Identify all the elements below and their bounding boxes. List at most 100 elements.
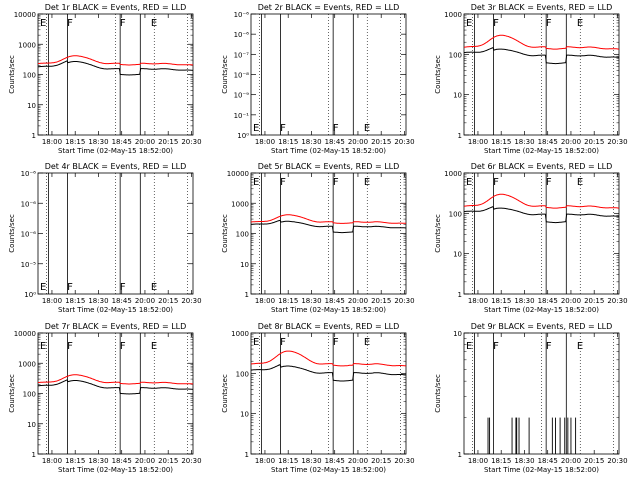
- panel-7-ytick-label: 1: [32, 451, 36, 459]
- panel-3-ytick-label: 10: [453, 92, 462, 100]
- panel-9-ytick-label: 10: [453, 330, 462, 338]
- panel-3-marker-f: F: [493, 18, 499, 29]
- panel-1-title: Det 1r BLACK = Events, RED = LLD: [45, 3, 187, 12]
- panel-3-marker-f: F: [546, 18, 552, 29]
- panel-2-xtick-label: 18:45: [325, 138, 345, 146]
- panel-2-ytick-label: 10⁻⁸: [234, 72, 250, 80]
- panel-7-series-events: [37, 379, 194, 395]
- panel-9-ylabel: Counts/sec: [434, 374, 442, 413]
- panel-5-xlabel: Start Time (02-May-15 18:52:00): [271, 306, 386, 314]
- panel-1-series-lld: [38, 55, 194, 66]
- panel-8-ytick-label: 10: [240, 411, 249, 419]
- panel-2-xtick-label: 18:00: [255, 138, 275, 146]
- panel-1-xtick-label: 20:30: [181, 138, 201, 146]
- panel-6-ytick-label: 1: [458, 291, 462, 299]
- panel-5-xtick-label: 18:00: [255, 297, 275, 305]
- panel-2-marker-f: F: [280, 123, 286, 134]
- panel-9-ytick-label: 1: [458, 451, 462, 459]
- panel-4-marker-f: F: [120, 282, 126, 293]
- panel-3-xtick-label: 20:00: [561, 138, 581, 146]
- panel-8-marker-f: F: [333, 337, 339, 348]
- panel-6-xtick-label: 18:30: [514, 297, 534, 305]
- panel-3-marker-e: E: [466, 18, 472, 29]
- panel-3-xtick-label: 18:15: [491, 138, 511, 146]
- panel-7-xtick-label: 20:00: [135, 457, 155, 465]
- panel-2-xtick-label: 18:30: [301, 138, 321, 146]
- panel-1-ytick-label: 1000: [18, 41, 36, 49]
- panel-6-xtick-label: 18:45: [538, 297, 558, 305]
- panel-7-ylabel: Counts/sec: [8, 374, 16, 413]
- panel-1-ytick-label: 100: [23, 72, 36, 80]
- panel-3-series-events: [463, 46, 620, 65]
- panel-2-ytick-label: 10⁻⁶: [234, 11, 250, 19]
- panel-7-xtick-label: 18:30: [88, 457, 108, 465]
- panel-1-marker-f: F: [120, 18, 126, 29]
- panel-4-ytick-label: 10⁻⁶: [21, 200, 37, 208]
- panel-6-marker-f: F: [546, 177, 552, 188]
- panel-6-xtick-label: 20:30: [607, 297, 627, 305]
- panel-8-marker-e: E: [253, 337, 259, 348]
- panel-8-xtick-label: 18:00: [255, 457, 275, 465]
- panel-9-xtick-label: 18:15: [491, 457, 511, 465]
- panel-6-ytick-label: 100: [449, 210, 462, 218]
- panel-6-marker-e: E: [577, 177, 583, 188]
- panel-7-title: Det 7r BLACK = Events, RED = LLD: [45, 322, 187, 331]
- panel-2-ytick-label: 10⁻¹: [234, 112, 250, 120]
- panel-8-ytick-label: 1000: [231, 330, 249, 338]
- panel-5-marker-e: E: [253, 177, 259, 188]
- panel-7-marker-f: F: [67, 341, 73, 352]
- panel-4-xtick-label: 18:00: [42, 297, 62, 305]
- panel-6-xtick-label: 20:15: [584, 297, 604, 305]
- panel-4-title: Det 4r BLACK = Events, RED = LLD: [45, 162, 187, 171]
- panel-5-xtick-label: 18:15: [278, 297, 298, 305]
- panel-3-xtick-label: 20:15: [584, 138, 604, 146]
- panel-2-xtick-label: 18:15: [278, 138, 298, 146]
- panel-1-xtick-label: 20:15: [158, 138, 178, 146]
- panel-2-marker-e: E: [364, 123, 370, 134]
- panel-1-ytick-label: 1: [32, 132, 36, 140]
- panel-1-ytick-label: 10: [27, 102, 36, 110]
- panel-1-xlabel: Start Time (02-May-15 18:52:00): [58, 147, 173, 155]
- panel-8-xtick-label: 18:30: [301, 457, 321, 465]
- panel-8-xtick-label: 20:30: [394, 457, 414, 465]
- panel-1-ylabel: Counts/sec: [8, 55, 16, 94]
- panel-3-title: Det 3r BLACK = Events, RED = LLD: [471, 3, 613, 12]
- panel-1-xtick-label: 18:15: [65, 138, 85, 146]
- panel-6-marker-e: E: [466, 177, 472, 188]
- panel-8-series-events: [250, 363, 407, 382]
- panel-2-ytick-label: 10⁻⁶: [234, 31, 250, 39]
- panel-4-ylabel: Counts/sec: [8, 214, 16, 253]
- panel-5-marker-f: F: [280, 177, 286, 188]
- panel-5-ylabel: Counts/sec: [221, 214, 229, 253]
- panel-5-title: Det 5r BLACK = Events, RED = LLD: [258, 162, 400, 171]
- panel-9-xtick-label: 20:00: [561, 457, 581, 465]
- panel-5-xtick-label: 20:00: [348, 297, 368, 305]
- panel-4-marker-f: F: [67, 282, 73, 293]
- panel-4-ytick-label: 10⁻⁶: [21, 170, 37, 178]
- panel-6-marker-f: F: [493, 177, 499, 188]
- panel-6-xtick-label: 18:00: [468, 297, 488, 305]
- panel-4-marker-e: E: [40, 282, 46, 293]
- panel-5-xtick-label: 18:45: [325, 297, 345, 305]
- panel-3-ytick-label: 100: [449, 51, 462, 59]
- panel-3-xlabel: Start Time (02-May-15 18:52:00): [484, 147, 599, 155]
- panel-5-ytick-label: 1: [245, 291, 249, 299]
- panel-5-xtick-label: 20:30: [394, 297, 414, 305]
- panel-4-ytick-label: 10⁰: [24, 291, 36, 299]
- panel-1-xtick-label: 18:30: [88, 138, 108, 146]
- panel-7-xtick-label: 20:30: [181, 457, 201, 465]
- panel-3-ytick-label: 1000: [444, 11, 462, 19]
- panel-7-xtick-label: 18:45: [112, 457, 132, 465]
- panel-2-title: Det 2r BLACK = Events, RED = LLD: [258, 3, 400, 12]
- panel-9-xlabel: Start Time (02-May-15 18:52:00): [484, 466, 599, 474]
- panel-2-xtick-label: 20:30: [394, 138, 414, 146]
- panel-3-marker-e: E: [577, 18, 583, 29]
- panel-7-marker-f: F: [120, 341, 126, 352]
- panel-8-xtick-label: 20:00: [348, 457, 368, 465]
- panel-8-series-lld: [250, 350, 407, 367]
- panel-8-xlabel: Start Time (02-May-15 18:52:00): [271, 466, 386, 474]
- panel-3-series-lld: [463, 34, 620, 50]
- panel-6-title: Det 6r BLACK = Events, RED = LLD: [471, 162, 613, 171]
- panel-3-xtick-label: 18:00: [468, 138, 488, 146]
